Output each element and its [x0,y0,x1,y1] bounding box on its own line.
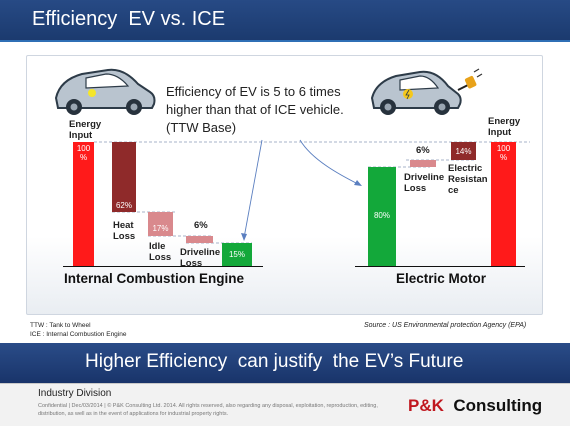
ev-driveline-pct: 6% [416,145,430,156]
ev-energy-input-label: Energy Input [488,116,521,138]
ev-driveline-loss-label: Driveline Loss [404,172,445,194]
ice-baseline [63,266,263,267]
ice-car-icon [54,68,156,115]
brand-pk: P&K [408,396,444,415]
brand-consulting: Consulting [443,396,543,415]
ice-output-value: 15% [228,250,245,259]
ev-resistance-bar: 14% [451,142,476,160]
page-title: Efficiency EV vs. ICE [32,8,226,30]
ev-car-icon [370,68,483,115]
ev-driveline-loss-bar [410,160,436,167]
conclusion-text: Higher Efficiency can justify the EV’s F… [85,351,464,372]
ice-idle-loss-bar: 17% [148,212,173,236]
ev-output-bar: 80% [368,167,396,266]
legal-notice: Confidential | Dec/03/2014 | © P&K Consu… [38,403,378,417]
definitions: TTW : Tank to Wheel ICE : Internal Combu… [30,321,126,339]
efficiency-note: Efficiency of EV is 5 to 6 times higher … [166,84,344,135]
ice-heat-loss-label: Heat Loss [113,220,136,242]
ice-idle-loss-value: 17% [152,224,169,233]
ev-baseline [355,266,525,267]
footer [0,383,570,426]
ice-energy-input-label: Energy Input [69,119,102,141]
ice-input-value: 100 % [76,144,91,162]
title-bar: Efficiency EV vs. ICE [0,0,570,41]
ice-driveline-pct: 6% [194,220,208,231]
ev-resistance-value: 14% [455,147,472,156]
ev-input-value: 100 % [496,144,511,162]
ev-output-value: 80% [373,211,390,220]
definition-ttw: TTW : Tank to Wheel [30,322,91,329]
conclusion-banner: Higher Efficiency can justify the EV’s F… [0,343,570,383]
brand-logo: P&K Consulting [408,396,542,416]
ev-section-title: Electric Motor [396,271,487,286]
ice-driveline-loss-label: Driveline Loss [180,247,221,269]
ice-section-title: Internal Combustion Engine [64,271,245,286]
ice-heat-loss-value: 62% [115,201,132,210]
ice-driveline-loss-bar [186,236,213,243]
source-note: Source : US Environmental protection Age… [364,322,527,329]
ev-input-bar: 100 % [491,142,516,266]
title-underline [0,40,570,42]
ice-heat-loss-bar: 62% [112,142,136,212]
ev-resistance-label: Electric Resistan ce [448,163,488,196]
definition-ice: ICE : Internal Combustion Engine [30,331,127,338]
division-label: Industry Division [38,388,112,399]
ice-idle-loss-label: Idle Loss [149,241,172,263]
ice-output-bar: 15% [222,243,252,266]
ice-input-bar: 100 % [73,142,94,266]
